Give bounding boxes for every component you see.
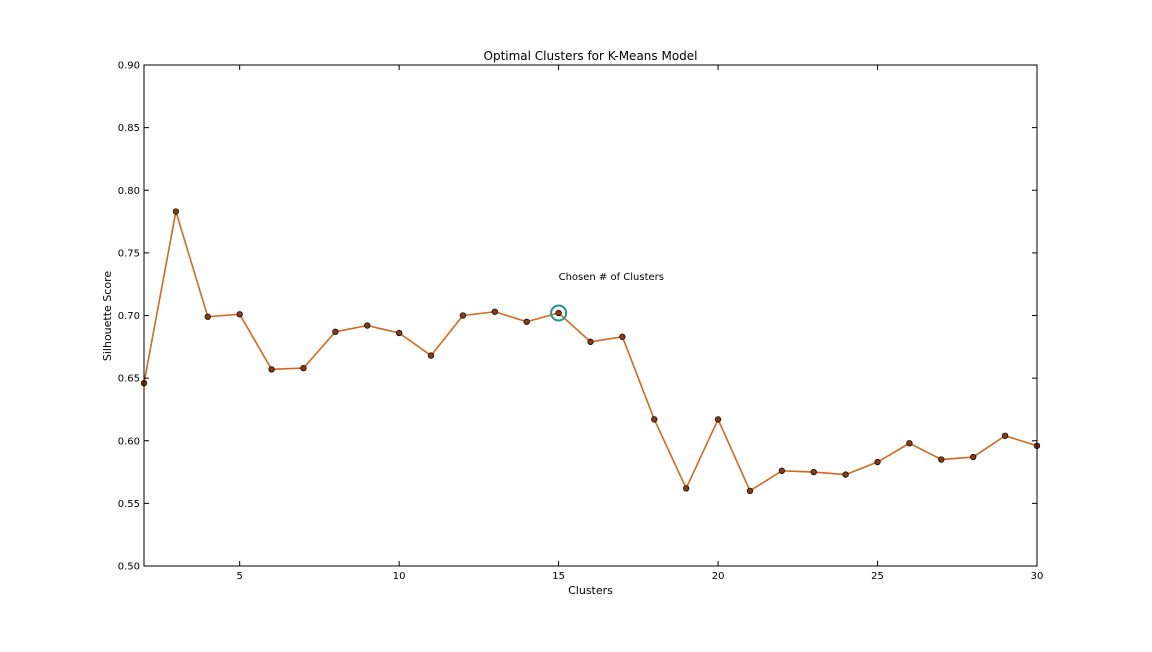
data-point xyxy=(810,468,817,476)
data-point xyxy=(364,322,371,329)
chart-title: Optimal Clusters for K-Means Model xyxy=(484,49,698,63)
data-point xyxy=(332,328,339,335)
data-point xyxy=(970,453,977,461)
y-tick-label: 0.60 xyxy=(118,436,140,447)
y-tick-label: 0.50 xyxy=(118,562,140,573)
data-point xyxy=(459,312,467,319)
data-point xyxy=(651,416,658,423)
data-point xyxy=(1001,432,1009,439)
x-tick-label: 5 xyxy=(236,571,242,582)
y-tick-label: 0.55 xyxy=(118,499,140,510)
data-point xyxy=(395,329,403,337)
data-point xyxy=(491,308,498,315)
x-tick-label: 15 xyxy=(552,571,565,582)
data-point xyxy=(236,311,243,318)
annotation-group: Chosen # of Clusters xyxy=(550,272,664,322)
x-tick-label: 20 xyxy=(712,571,725,582)
ticks-group: 5 10 15 20 25 30 0.50 0.55 0.60 0.65 0.70 0.75 0.80 0… xyxy=(118,61,1044,583)
data-point xyxy=(300,364,307,372)
data-point xyxy=(523,318,530,325)
data-point xyxy=(938,456,945,463)
y-tick-label: 0.85 xyxy=(118,123,140,134)
annotation-label: Chosen # of Clusters xyxy=(559,272,664,283)
data-point xyxy=(874,458,881,466)
y-tick-label: 0.90 xyxy=(118,61,140,72)
data-point xyxy=(683,485,690,492)
plot-area xyxy=(144,65,1037,566)
data-point xyxy=(619,333,626,340)
data-point xyxy=(746,487,754,495)
data-point xyxy=(172,208,180,215)
x-tick-label: 30 xyxy=(1031,571,1044,582)
data-point xyxy=(778,467,786,474)
y-axis-label: Silhouette Score xyxy=(101,271,114,361)
data-point xyxy=(587,338,594,345)
markers-group xyxy=(140,208,1041,495)
plot-frame xyxy=(143,64,1038,567)
x-tick-label: 25 xyxy=(871,571,884,582)
y-tick-label: 0.70 xyxy=(118,311,140,322)
data-point xyxy=(268,366,275,373)
data-point xyxy=(842,471,849,478)
x-tick-label: 10 xyxy=(393,571,406,582)
chosen-cluster-highlight xyxy=(550,304,568,322)
data-point xyxy=(427,352,435,359)
y-tick-label: 0.75 xyxy=(118,248,140,259)
x-axis-label: Clusters xyxy=(568,584,613,597)
data-point xyxy=(714,416,722,423)
y-tick-label: 0.80 xyxy=(118,186,140,197)
data-point xyxy=(555,309,562,317)
y-tick-label: 0.65 xyxy=(118,374,140,385)
data-point xyxy=(204,313,211,320)
data-point xyxy=(906,440,913,447)
